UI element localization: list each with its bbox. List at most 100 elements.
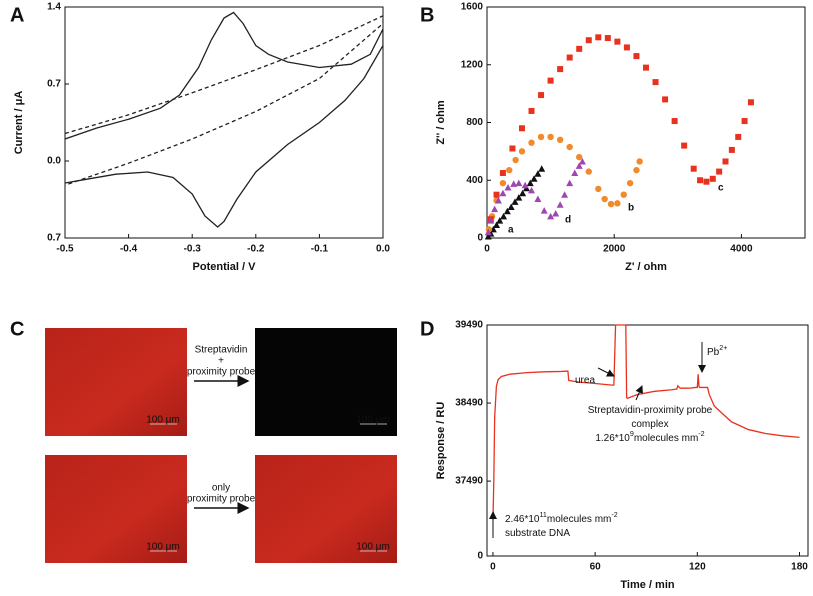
superscript: 2+ (719, 344, 727, 352)
point (722, 158, 729, 165)
point (614, 38, 621, 45)
annotation-part: molecules mm (634, 433, 698, 444)
point (515, 179, 523, 187)
y-tick-label: 37490 (455, 476, 483, 487)
point (499, 170, 506, 177)
micrograph (255, 328, 397, 436)
annotation-part: complex (631, 419, 668, 430)
point (735, 133, 742, 140)
point (509, 145, 516, 152)
point (499, 179, 507, 187)
x-tick-label: -0.5 (56, 244, 74, 255)
point (652, 79, 659, 86)
point (633, 53, 640, 60)
point (566, 54, 573, 61)
point (521, 181, 529, 189)
point (595, 185, 602, 193)
scale-bar-label: 100 μm (146, 542, 180, 553)
plot-frame (486, 324, 809, 557)
point (703, 178, 710, 185)
point (491, 205, 499, 213)
point (493, 191, 500, 198)
point (728, 146, 735, 153)
x-tick-label: -0.2 (247, 244, 265, 255)
point (518, 148, 526, 155)
x-axis-title: Potential / V (193, 261, 257, 273)
point (518, 125, 525, 132)
point (540, 207, 548, 214)
micrograph (45, 455, 187, 563)
point (576, 45, 583, 52)
annotation-part: Streptavidin-proximity probe (588, 405, 713, 416)
point (547, 77, 554, 84)
micrograph (45, 328, 187, 436)
point (487, 217, 495, 224)
point (496, 217, 504, 224)
x-tick-label: -0.1 (311, 244, 329, 255)
panel-c (45, 328, 397, 563)
point (607, 200, 615, 208)
point (503, 207, 511, 215)
plot-frame (64, 6, 384, 239)
y-tick-label: 39490 (455, 320, 483, 331)
point (534, 195, 542, 203)
point (512, 156, 519, 164)
point (690, 165, 697, 172)
point (595, 34, 602, 41)
superscript: 9 (630, 430, 634, 438)
x-tick-label: 0.0 (376, 244, 390, 255)
annotation-part: substrate DNA (505, 528, 570, 539)
point (671, 118, 678, 125)
point (626, 179, 634, 187)
y-axis-title: Z'' / ohm (435, 100, 447, 145)
point (526, 179, 534, 187)
y-tick-label: 0.0 (47, 156, 61, 167)
point (519, 189, 527, 197)
point (561, 191, 569, 198)
annotation-part: 1.26*10 (595, 433, 630, 444)
annotation: urea (575, 375, 595, 386)
point (506, 166, 513, 174)
annotation-arrow (597, 367, 615, 377)
y-tick-label: 1200 (461, 59, 484, 70)
point (528, 186, 536, 194)
scale-bar-label: 100 μm (356, 542, 390, 553)
x-tick-label: 120 (689, 562, 706, 573)
point (484, 228, 492, 236)
point (566, 143, 573, 151)
point (636, 158, 643, 165)
point (528, 139, 535, 146)
point (575, 162, 583, 169)
micrograph (255, 455, 397, 563)
superscript: -2 (611, 511, 617, 519)
point (716, 168, 723, 175)
arrow-label: proximity probe (187, 494, 256, 505)
y-axis-title: Current / μA (13, 91, 25, 155)
series-label: a (508, 225, 514, 236)
point (585, 37, 592, 44)
annotation-part: Pb (707, 347, 720, 358)
point (747, 99, 754, 106)
annotation-part: molecules mm (547, 514, 611, 525)
point (494, 196, 502, 204)
point (681, 142, 688, 149)
x-tick-label: -0.3 (184, 244, 202, 255)
annotation: substrate DNA (505, 528, 570, 539)
x-tick-label: 0 (490, 562, 496, 573)
y-tick-label: 38490 (455, 398, 483, 409)
point (741, 118, 748, 125)
x-tick-label: 4000 (730, 244, 753, 255)
panel-letter: A (10, 4, 24, 26)
y-tick-label: 0.7 (47, 79, 61, 90)
point (547, 133, 554, 141)
panel-letter: B (420, 4, 434, 26)
point (566, 179, 574, 187)
point (538, 92, 545, 99)
point (585, 168, 592, 175)
point (620, 191, 627, 198)
point (530, 175, 538, 182)
y-tick-label: 1.4 (47, 2, 61, 13)
annotation: 2.46*1011molecules mm-2 (505, 511, 618, 525)
x-tick-label: 0 (484, 244, 490, 255)
